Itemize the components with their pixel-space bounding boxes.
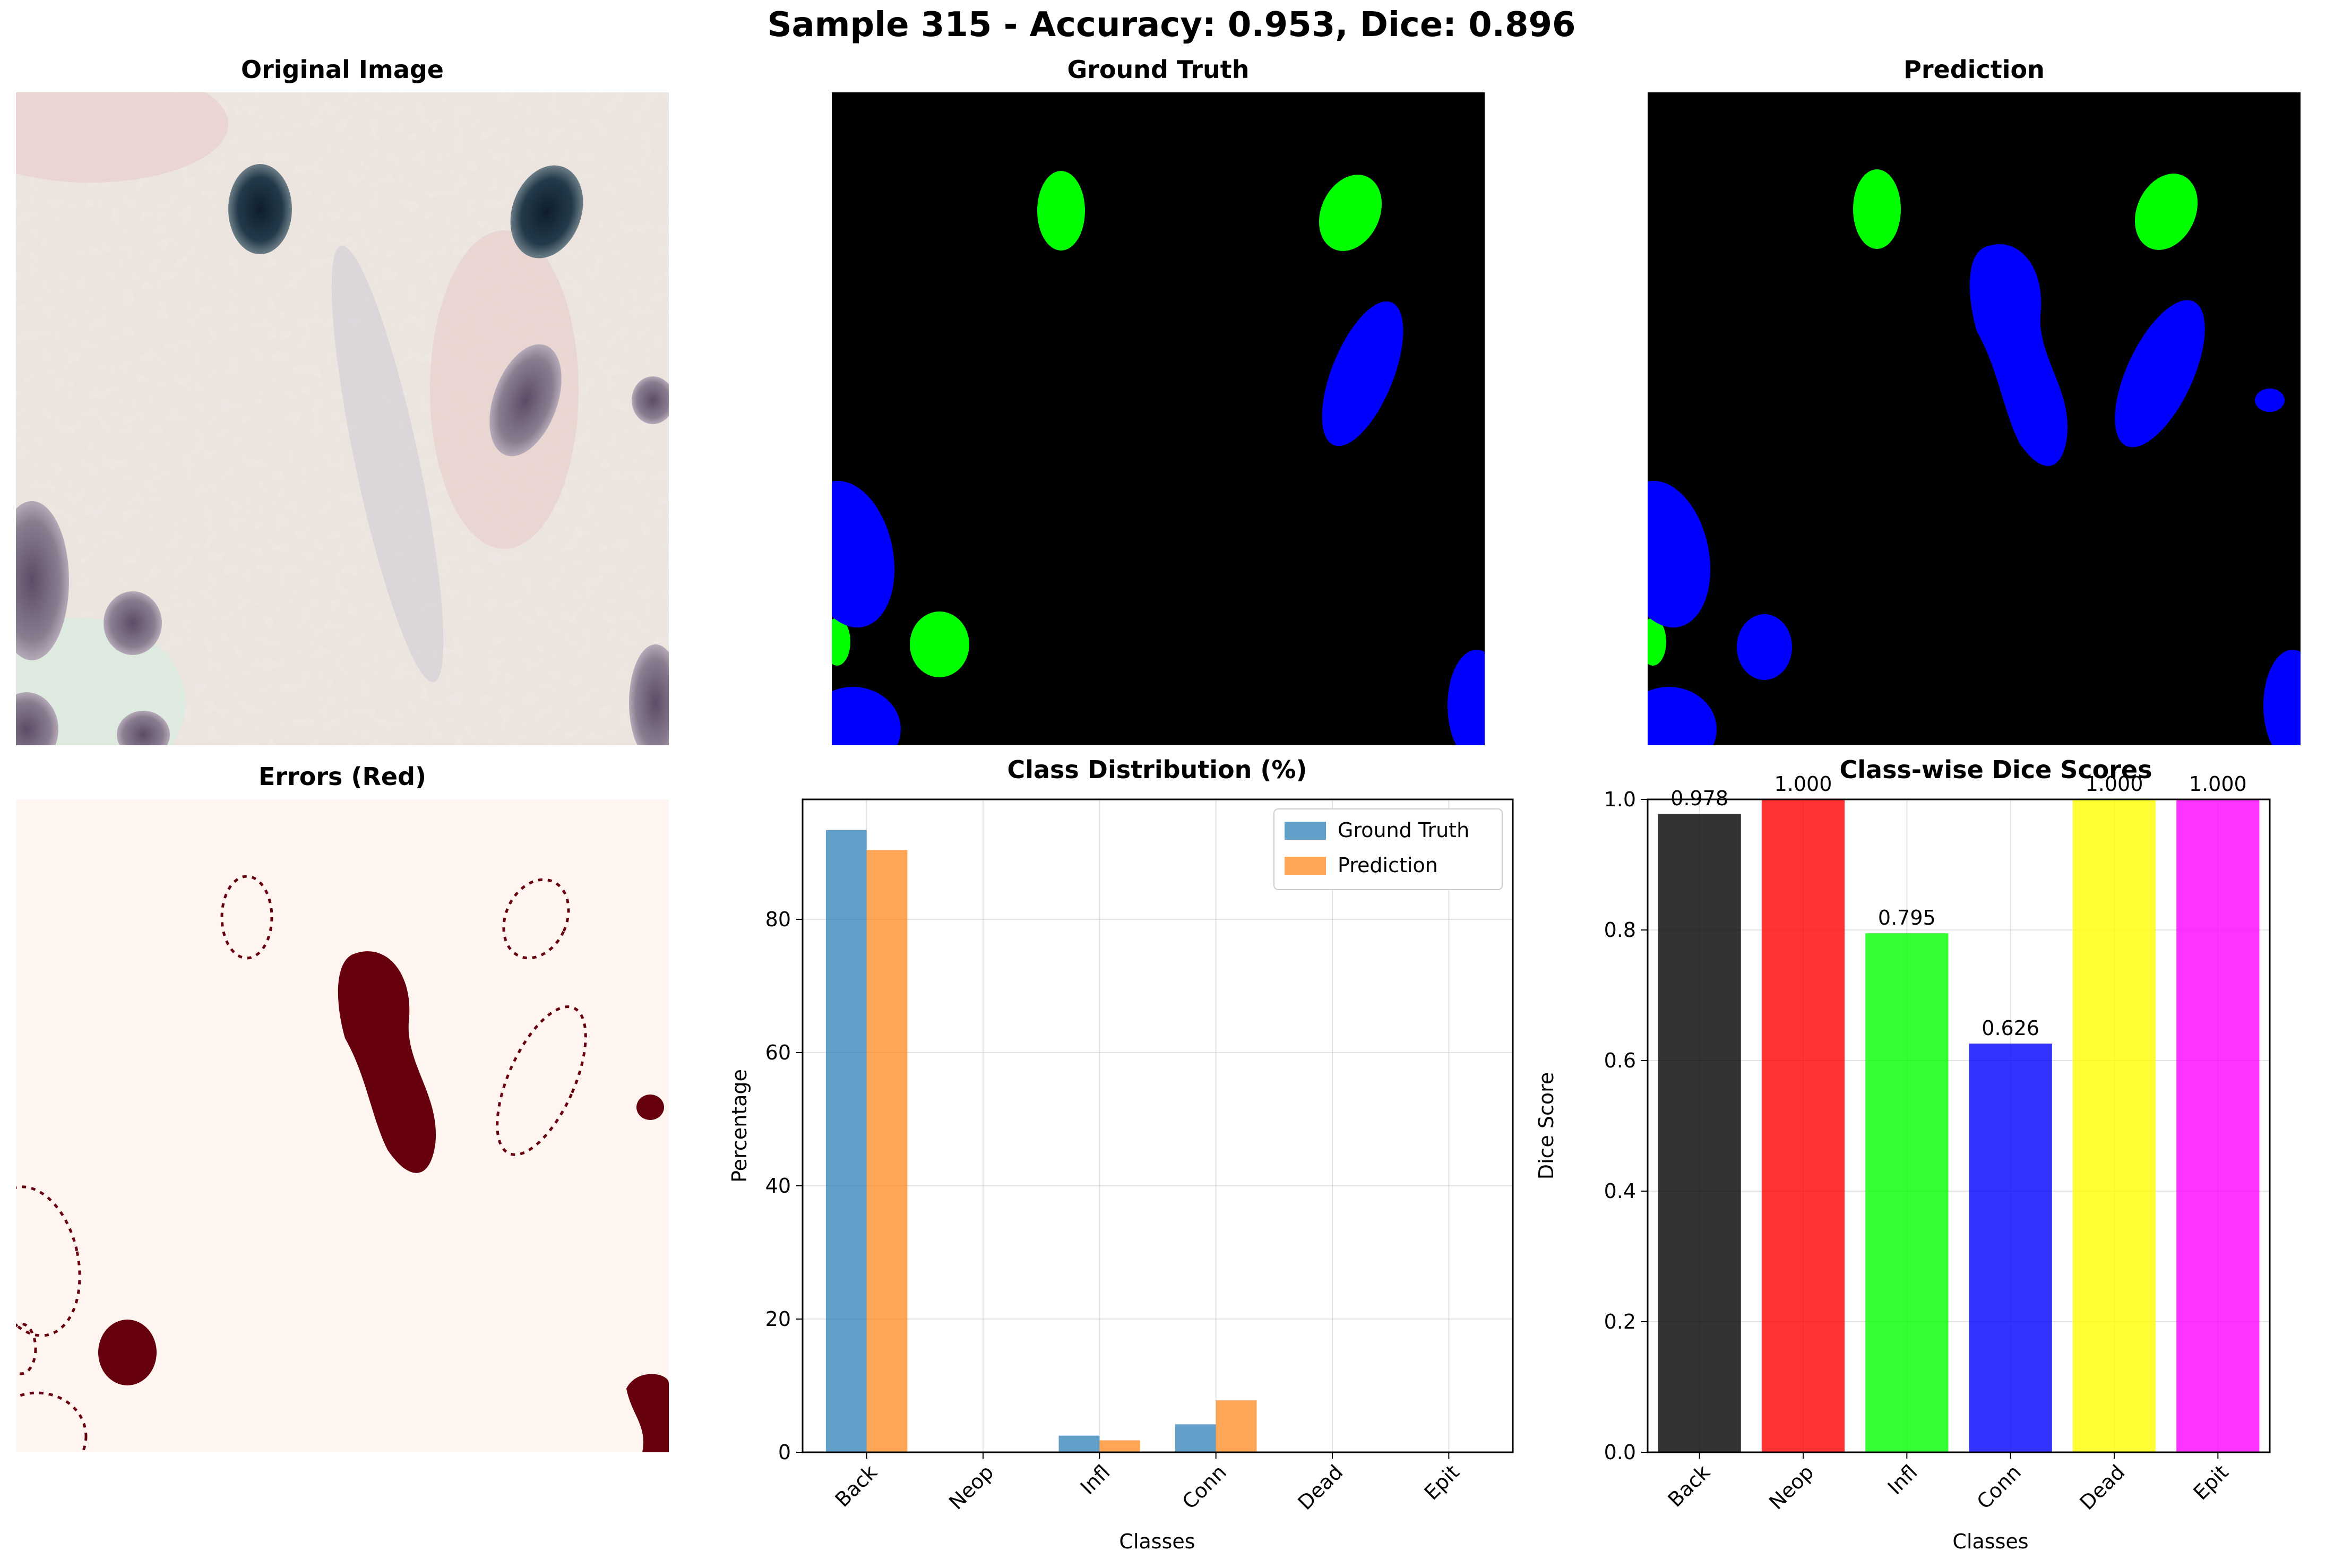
- dice-bar-conn: [1969, 1044, 2052, 1452]
- class-distribution-bars: [825, 830, 1257, 1452]
- bar-prediction-conn: [1216, 1400, 1257, 1452]
- ground-truth-mask: [832, 92, 1485, 745]
- y-tick-label: 0.8: [1604, 918, 1636, 942]
- legend-label-prediction: Prediction: [1338, 854, 1438, 877]
- dice-scores-title: Class-wise Dice Scores: [1840, 755, 2152, 784]
- bar-ground-truth-back: [825, 830, 867, 1452]
- errors-canvas: [16, 799, 669, 1452]
- dice-scores-y-label: Dice Score: [1535, 1072, 1558, 1180]
- class-distribution-x-ticks: Back Neop Infl Conn Dead Epit: [831, 1452, 1464, 1514]
- y-tick-label: 1.0: [1604, 788, 1636, 811]
- y-tick-label: 20: [765, 1307, 791, 1331]
- errors-title: Errors (Red): [258, 762, 427, 791]
- dice-bar-back: [1658, 814, 1741, 1452]
- class-distribution-x-label: Classes: [1119, 1530, 1195, 1553]
- x-tick-label-back: Back: [831, 1460, 882, 1511]
- dice-scores-y-ticks: 0.0 0.2 0.4 0.6 0.8 1.0: [1604, 788, 1648, 1464]
- legend-swatch-ground-truth: [1285, 822, 1326, 840]
- class-distribution-y-ticks: 0 20 40 60 80: [765, 908, 803, 1464]
- dice-scores-x-ticks: Back Neop Infl Conn Dead Epit: [1664, 1452, 2233, 1514]
- bar-ground-truth-conn: [1175, 1424, 1216, 1452]
- bar-ground-truth-infl: [1058, 1435, 1100, 1452]
- original-image-canvas: [16, 92, 669, 745]
- dice-scores-value-labels: 0.978 1.000 0.795 0.626 1.000 1.000: [1670, 772, 2246, 1040]
- class-distribution-grid: [803, 799, 1513, 1453]
- dice-bar-infl: [1865, 933, 1949, 1452]
- x-tick-label-conn: Conn: [1972, 1460, 2026, 1513]
- dice-bar-epit: [2176, 799, 2260, 1452]
- errors-map: [16, 799, 669, 1452]
- class-distribution-title: Class Distribution (%): [1007, 755, 1307, 784]
- dice-scores-chart: 0.0 0.2 0.4 0.6 0.8 1.0 Back Neop Infl Conn Dead E…: [1535, 755, 2271, 1553]
- dice-value-label-infl: 0.795: [1878, 906, 1936, 929]
- prediction-mask: [1648, 92, 2301, 745]
- original-image-title: Original Image: [240, 55, 444, 84]
- class-distribution-y-label: Percentage: [728, 1069, 751, 1183]
- y-tick-label: 60: [765, 1041, 791, 1064]
- x-tick-label-dead: Dead: [1294, 1460, 1348, 1514]
- class-distribution-axes-frame: [802, 798, 1514, 1453]
- x-tick-label-epit: Epit: [1420, 1460, 1464, 1504]
- dice-bar-neop: [1761, 799, 1845, 1452]
- x-tick-label-neop: Neop: [944, 1460, 998, 1514]
- dice-scores-x-label: Classes: [1952, 1530, 2028, 1553]
- legend-box: [1273, 808, 1503, 890]
- bar-prediction-infl: [1099, 1440, 1141, 1452]
- y-tick-label: 0: [778, 1441, 791, 1464]
- ground-truth-canvas: [832, 92, 1485, 745]
- x-tick-label-dead: Dead: [2075, 1460, 2130, 1514]
- bar-prediction-back: [866, 850, 908, 1452]
- dice-value-label-back: 0.978: [1670, 787, 1728, 810]
- original-image: [16, 92, 669, 745]
- x-tick-label-neop: Neop: [1764, 1460, 1818, 1514]
- prediction-title: Prediction: [1903, 55, 2045, 84]
- x-tick-label-infl: Infl: [1076, 1460, 1115, 1499]
- dice-value-label-neop: 1.000: [1775, 772, 1832, 796]
- class-distribution-legend: Ground Truth Prediction: [1273, 808, 1503, 890]
- y-tick-label: 0.2: [1604, 1310, 1636, 1333]
- dice-scores-axes-frame: [1647, 798, 2271, 1453]
- ground-truth-title: Ground Truth: [1067, 55, 1250, 84]
- y-tick-label: 80: [765, 908, 791, 931]
- x-tick-label-back: Back: [1664, 1460, 1715, 1511]
- y-tick-label: 0.6: [1604, 1049, 1636, 1072]
- legend-swatch-prediction: [1285, 857, 1326, 875]
- class-distribution-chart: Class Distribution (%) 0 20 40 60 80 Back Neo…: [728, 755, 1514, 1553]
- x-tick-label-epit: Epit: [2189, 1460, 2233, 1504]
- x-tick-label-infl: Infl: [1883, 1460, 1922, 1499]
- figure-title: Sample 315 - Accuracy: 0.953, Dice: 0.89…: [767, 5, 1576, 45]
- dice-bar-dead: [2072, 799, 2156, 1452]
- legend-label-ground-truth: Ground Truth: [1338, 819, 1469, 842]
- dice-value-label-epit: 1.000: [2189, 772, 2247, 796]
- dice-value-label-dead: 1.000: [2086, 772, 2143, 796]
- dice-value-label-conn: 0.626: [1982, 1016, 2039, 1040]
- x-tick-label-conn: Conn: [1178, 1460, 1231, 1513]
- y-tick-label: 40: [765, 1174, 791, 1197]
- y-tick-label: 0.0: [1604, 1441, 1636, 1464]
- y-tick-label: 0.4: [1604, 1179, 1636, 1203]
- dice-scores-bars: [1658, 799, 2260, 1452]
- prediction-canvas: [1648, 92, 2301, 745]
